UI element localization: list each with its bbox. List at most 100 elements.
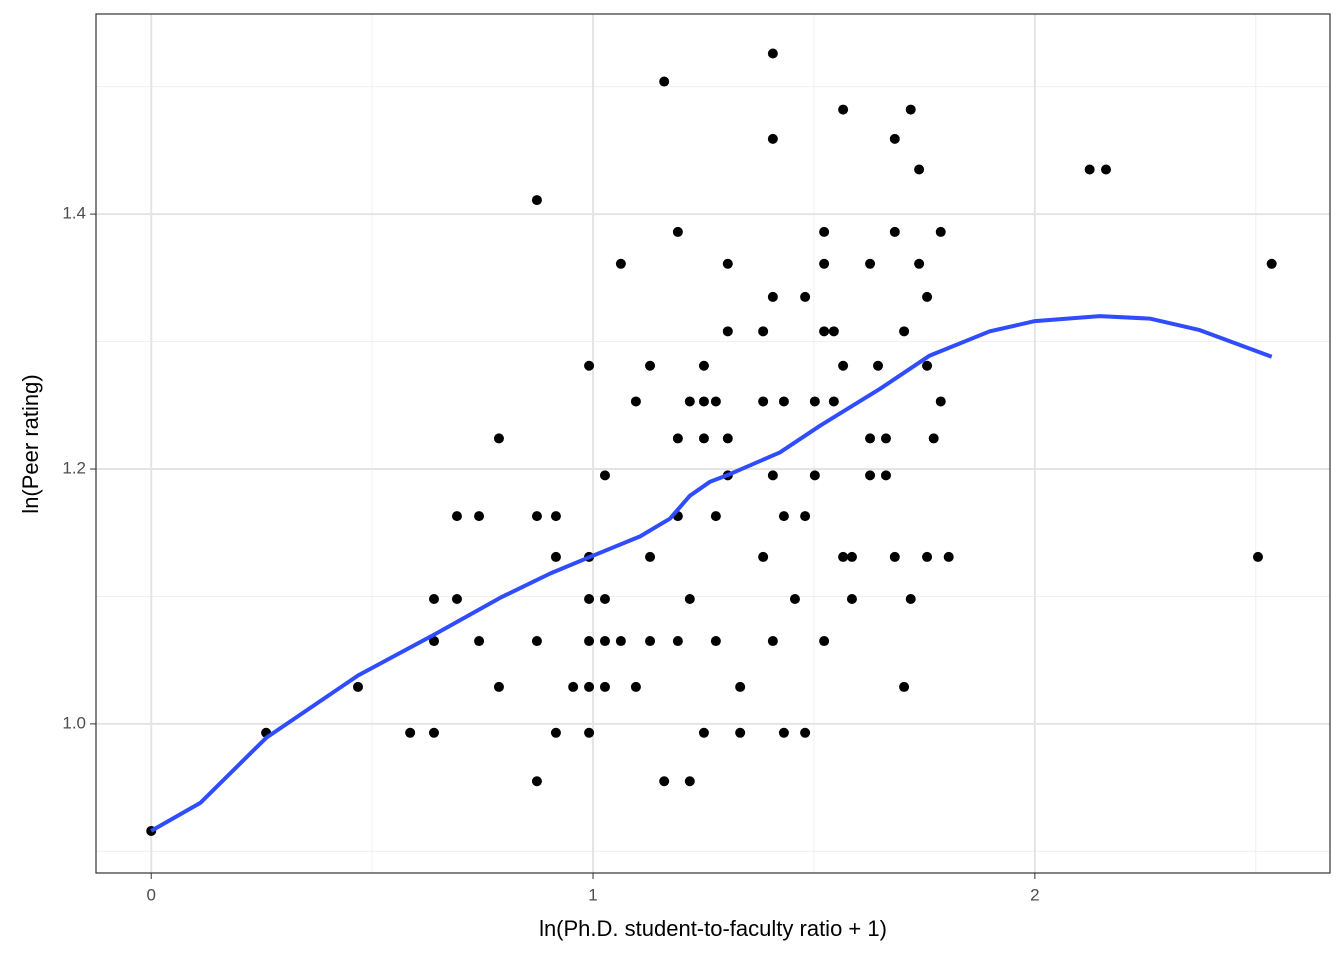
point xyxy=(531,195,542,206)
point xyxy=(922,291,933,302)
point xyxy=(819,636,830,647)
point xyxy=(672,226,683,237)
y-axis-title: ln(Peer rating) xyxy=(18,374,43,513)
point xyxy=(758,326,769,337)
point xyxy=(1266,258,1277,269)
point xyxy=(710,396,721,407)
point xyxy=(880,433,891,444)
point xyxy=(428,727,439,738)
point xyxy=(645,636,656,647)
y-tick-label: 1.2 xyxy=(62,458,86,477)
smooth-line xyxy=(150,314,1273,833)
point xyxy=(584,360,595,371)
point xyxy=(809,396,820,407)
point xyxy=(778,727,789,738)
point xyxy=(767,48,778,59)
point xyxy=(584,636,595,647)
point xyxy=(758,551,769,562)
point xyxy=(630,681,641,692)
point xyxy=(531,636,542,647)
point xyxy=(819,226,830,237)
x-tick-label: 1 xyxy=(588,885,597,904)
point xyxy=(722,258,733,269)
point xyxy=(914,258,925,269)
point xyxy=(735,727,746,738)
point xyxy=(828,326,839,337)
point xyxy=(684,776,695,787)
point xyxy=(710,511,721,522)
point xyxy=(914,164,925,175)
point xyxy=(710,636,721,647)
point xyxy=(828,396,839,407)
point xyxy=(789,593,800,604)
point xyxy=(428,636,439,647)
point xyxy=(767,133,778,144)
point xyxy=(615,258,626,269)
point xyxy=(630,396,641,407)
point xyxy=(889,133,900,144)
point xyxy=(672,636,683,647)
point xyxy=(599,593,610,604)
point xyxy=(405,727,416,738)
point xyxy=(493,433,504,444)
point xyxy=(880,470,891,481)
x-tick-label: 2 xyxy=(1030,885,1039,904)
y-tick-label: 1.4 xyxy=(62,204,86,223)
point xyxy=(684,593,695,604)
point xyxy=(428,593,439,604)
point xyxy=(935,226,946,237)
point xyxy=(800,727,811,738)
point xyxy=(615,636,626,647)
point xyxy=(672,433,683,444)
point xyxy=(928,433,939,444)
point xyxy=(889,551,900,562)
point xyxy=(905,593,916,604)
point xyxy=(451,511,462,522)
point xyxy=(722,433,733,444)
point xyxy=(645,360,656,371)
point xyxy=(838,360,849,371)
point xyxy=(935,396,946,407)
point xyxy=(599,636,610,647)
point xyxy=(846,593,857,604)
point xyxy=(922,360,933,371)
point xyxy=(735,681,746,692)
point xyxy=(531,776,542,787)
point xyxy=(865,258,876,269)
point xyxy=(758,396,769,407)
point xyxy=(584,593,595,604)
point xyxy=(809,470,820,481)
point xyxy=(645,551,656,562)
point xyxy=(819,258,830,269)
point xyxy=(698,727,709,738)
point xyxy=(568,681,579,692)
point xyxy=(943,551,954,562)
point xyxy=(474,511,485,522)
point xyxy=(599,470,610,481)
point xyxy=(1084,164,1095,175)
point xyxy=(800,291,811,302)
x-axis-title: ln(Ph.D. student-to-faculty ratio + 1) xyxy=(539,916,887,941)
point xyxy=(659,76,670,87)
x-tick-label: 0 xyxy=(146,885,155,904)
point xyxy=(922,551,933,562)
point xyxy=(550,511,561,522)
point xyxy=(698,433,709,444)
point xyxy=(767,291,778,302)
point xyxy=(873,360,884,371)
point xyxy=(865,433,876,444)
point xyxy=(846,551,857,562)
point xyxy=(550,727,561,738)
point xyxy=(599,681,610,692)
point xyxy=(493,681,504,692)
point xyxy=(800,511,811,522)
point xyxy=(778,396,789,407)
point xyxy=(767,470,778,481)
point xyxy=(698,360,709,371)
point xyxy=(1100,164,1111,175)
point xyxy=(451,593,462,604)
point xyxy=(684,396,695,407)
point xyxy=(352,681,363,692)
point xyxy=(767,636,778,647)
